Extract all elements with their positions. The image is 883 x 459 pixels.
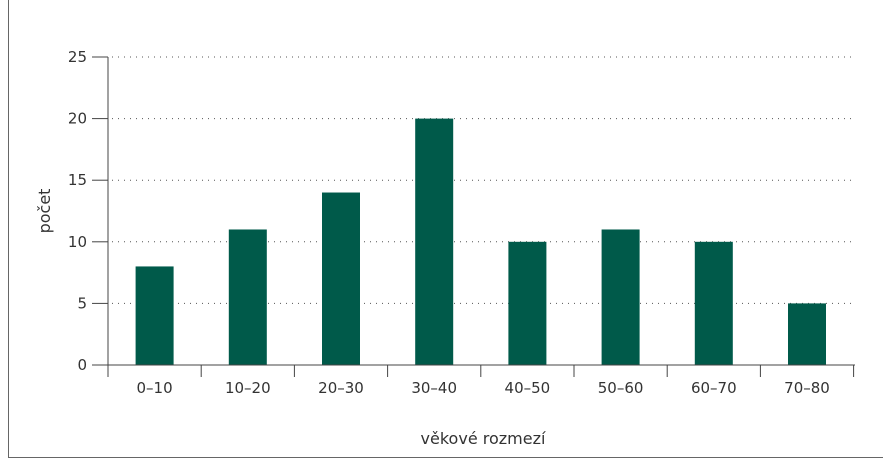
x-tick-label: 0–10 [137,379,173,397]
x-tick-label: 20–30 [318,379,364,397]
chart-frame [8,0,883,458]
x-tick-label: 40–50 [505,379,551,397]
x-tick-label: 10–20 [225,379,271,397]
bar [228,229,267,365]
x-tick-label: 60–70 [691,379,737,397]
y-tick-label: 15 [68,171,87,189]
y-tick-label: 0 [77,356,87,374]
y-tick-label: 5 [77,294,87,312]
x-tick-label: 30–40 [411,379,457,397]
y-tick-label: 20 [68,110,87,128]
bar [601,229,640,365]
bar [788,303,826,365]
axes [92,56,855,377]
bar [508,241,547,365]
bar [415,118,454,365]
gridlines [112,56,855,304]
x-axis-title: věkové rozmezí [421,429,546,448]
y-tick-labels: 0 5 10 15 20 25 [68,48,87,374]
bar [694,241,733,365]
y-axis-title: počet [35,189,54,234]
y-tick-label: 10 [68,233,87,251]
bars [135,118,826,365]
bar [135,266,174,365]
x-tick-labels: 0–10 10–20 20–30 30–40 40–50 50–60 60–70 70–80 [137,379,830,397]
x-tick-label: 70–80 [784,379,830,397]
x-tick-label: 50–60 [598,379,644,397]
bar [322,192,360,365]
y-tick-label: 25 [68,48,87,66]
